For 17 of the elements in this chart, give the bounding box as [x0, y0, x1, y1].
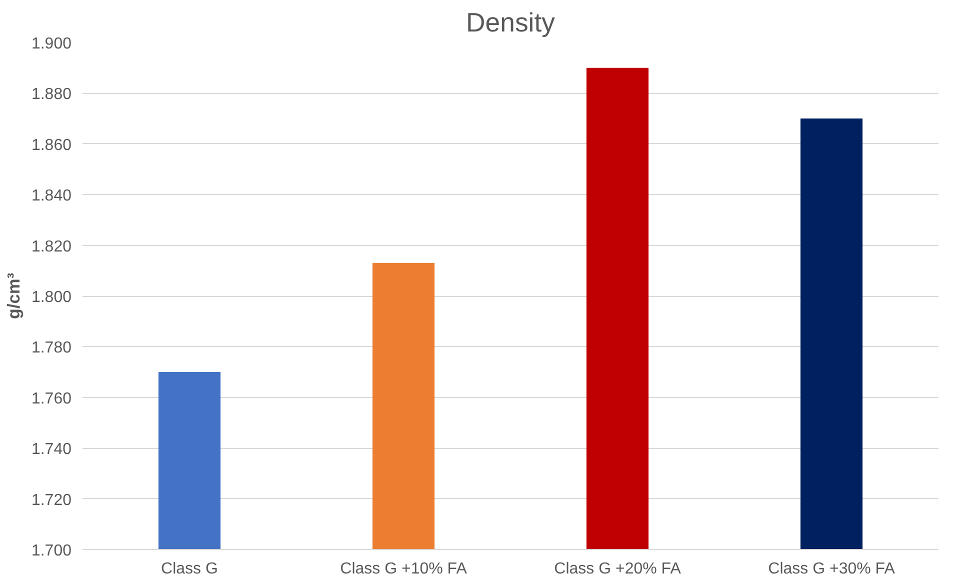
y-tick-label: 1.760 [31, 390, 72, 408]
y-axis-title: g/cm³ [3, 272, 24, 320]
y-tick-label: 1.720 [31, 492, 72, 509]
x-tick-label: Class G +30% FA [768, 560, 896, 578]
y-tick-label: 1.700 [31, 542, 72, 560]
y-tick-label: 1.780 [31, 340, 72, 357]
y-tick-label: 1.820 [31, 238, 72, 256]
y-tick-label: 1.900 [31, 36, 72, 52]
y-tick-label: 1.740 [31, 441, 72, 458]
x-tick-label: Class G +20% FA [554, 560, 682, 578]
x-tick-label: Class G +10% FA [340, 560, 468, 578]
x-tick-label: Class G [161, 560, 218, 578]
y-tick-label: 1.860 [31, 136, 72, 154]
y-tick-label: 1.880 [31, 86, 72, 104]
y-tick-label: 1.800 [31, 289, 72, 306]
chart-title: Density [466, 8, 556, 38]
y-tick-label: 1.840 [31, 188, 72, 205]
